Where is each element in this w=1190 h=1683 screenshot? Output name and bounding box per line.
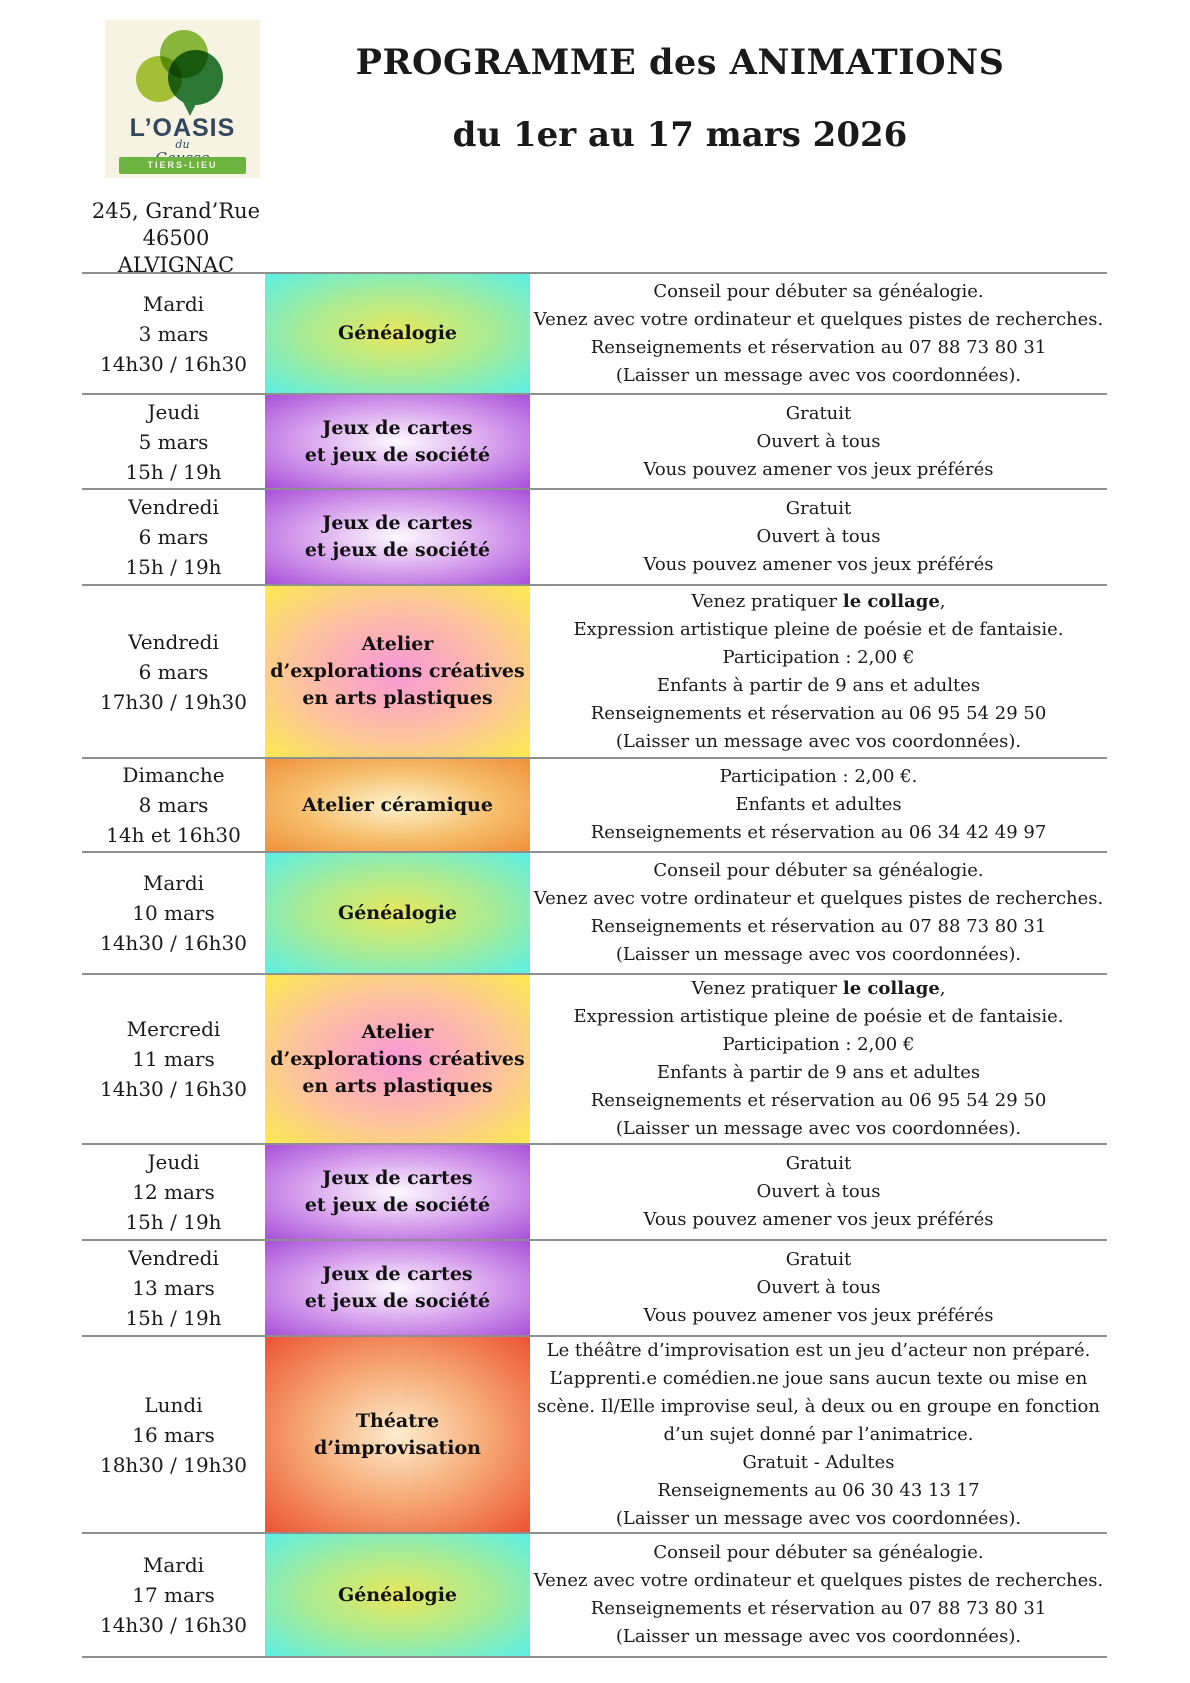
event-date: Lundi 16 mars 18h30 / 19h30 <box>99 1392 247 1477</box>
page-title: PROGRAMME des ANIMATIONS <box>355 42 1005 83</box>
event-description: Conseil pour débuter sa généalogie. Vene… <box>530 1534 1107 1656</box>
event-description-text: Expression artistique pleine de poésie e… <box>573 618 1064 752</box>
schedule-table: Mardi 3 mars 14h30 / 16h30 Généalogie Co… <box>82 272 1107 1658</box>
event-description-text: Gratuit Ouvert à tous Vous pouvez amener… <box>643 498 994 575</box>
event-date: Vendredi 6 mars 17h30 / 19h30 <box>99 629 247 714</box>
event-date: Mardi 17 mars 14h30 / 16h30 <box>99 1553 247 1637</box>
event-description: Venez pratiquer le collage, Expression ar… <box>530 586 1107 757</box>
table-row: Vendredi 13 mars 15h / 19h Jeux de carte… <box>82 1241 1107 1337</box>
event-description-text: Conseil pour débuter sa généalogie. Vene… <box>533 1542 1104 1647</box>
event-description: Gratuit Ouvert à tous Vous pouvez amener… <box>530 1241 1107 1335</box>
event-description-text: Gratuit Ouvert à tous Vous pouvez amener… <box>643 1249 994 1326</box>
logo-subtitle-du: du <box>175 138 190 151</box>
event-description: Gratuit Ouvert à tous Vous pouvez amener… <box>530 490 1107 584</box>
event-description-lead: Venez pratiquer le collage, <box>691 975 945 1003</box>
table-row: Mardi 3 mars 14h30 / 16h30 Généalogie Co… <box>82 274 1107 395</box>
event-date: Mardi 10 mars 14h30 / 16h30 <box>99 871 247 955</box>
event-date: Mardi 3 mars 14h30 / 16h30 <box>99 291 247 376</box>
event-description-text: Gratuit Ouvert à tous Vous pouvez amener… <box>643 402 994 480</box>
table-row: Lundi 16 mars 18h30 / 19h30 Théatre d’im… <box>82 1337 1107 1534</box>
event-description: Conseil pour débuter sa généalogie. Vene… <box>530 274 1107 393</box>
event-activity: Jeux de cartes et jeux de société <box>265 395 530 488</box>
event-date: Jeudi 5 mars 15h / 19h <box>125 399 222 484</box>
event-date: Vendredi 13 mars 15h / 19h <box>125 1246 222 1330</box>
table-row: Mardi 10 mars 14h30 / 16h30 Généalogie C… <box>82 853 1107 975</box>
event-description: Gratuit Ouvert à tous Vous pouvez amener… <box>530 395 1107 488</box>
tree-bubbles-icon <box>105 20 260 116</box>
event-activity: Atelier céramique <box>265 759 530 851</box>
event-activity: Généalogie <box>265 1534 530 1656</box>
header: PROGRAMME des ANIMATIONS du 1er au 17 ma… <box>340 42 1020 155</box>
event-description: Le théâtre d’improvisation est un jeu d’… <box>530 1337 1107 1532</box>
event-description: Participation : 2,00 €. Enfants et adult… <box>530 759 1107 851</box>
table-row: Jeudi 5 mars 15h / 19h Jeux de cartes et… <box>82 395 1107 490</box>
event-description-text: Participation : 2,00 €. Enfants et adult… <box>590 766 1047 843</box>
table-row: Jeudi 12 mars 15h / 19h Jeux de cartes e… <box>82 1145 1107 1241</box>
event-date: Dimanche 8 mars 14h et 16h30 <box>106 763 241 847</box>
lead-prefix: Venez pratiquer <box>691 590 843 612</box>
table-row: Vendredi 6 mars 17h30 / 19h30 Atelier d’… <box>82 586 1107 759</box>
lead-prefix: Venez pratiquer <box>691 978 843 999</box>
event-description-text: Le théâtre d’improvisation est un jeu d’… <box>537 1339 1100 1529</box>
bubble-tail-icon <box>183 102 197 116</box>
event-date: Mercredi 11 mars 14h30 / 16h30 <box>99 1017 247 1101</box>
event-activity: Jeux de cartes et jeux de société <box>265 1145 530 1239</box>
oasis-du-causse-logo: L’OASIS duCausse TIERS-LIEU <box>105 20 260 178</box>
lead-suffix: , <box>939 978 946 999</box>
table-row: Vendredi 6 mars 15h / 19h Jeux de cartes… <box>82 490 1107 586</box>
event-date: Vendredi 6 mars 15h / 19h <box>125 495 222 579</box>
event-activity: Généalogie <box>265 853 530 973</box>
event-activity: Généalogie <box>265 274 530 393</box>
event-description: Conseil pour débuter sa généalogie. Vene… <box>530 853 1107 973</box>
page-subtitle: du 1er au 17 mars 2026 <box>452 115 908 155</box>
event-activity: Théatre d’improvisation <box>265 1337 530 1532</box>
lead-bold: le collage <box>842 978 940 999</box>
event-activity: Jeux de cartes et jeux de société <box>265 490 530 584</box>
table-row: Mardi 17 mars 14h30 / 16h30 Généalogie C… <box>82 1534 1107 1658</box>
event-description-text: Conseil pour débuter sa généalogie. Vene… <box>533 860 1104 965</box>
logo-name: L’OASIS <box>129 114 236 142</box>
address: 245, Grand’Rue 46500 ALVIGNAC <box>91 199 261 277</box>
tree-bubble-icon <box>168 50 223 105</box>
logo-tagline-ribbon: TIERS-LIEU <box>119 157 246 174</box>
event-description-text: Conseil pour débuter sa généalogie. Vene… <box>533 280 1104 386</box>
event-date: Jeudi 12 mars 15h / 19h <box>125 1150 222 1234</box>
event-description: Gratuit Ouvert à tous Vous pouvez amener… <box>530 1145 1107 1239</box>
event-activity: Jeux de cartes et jeux de société <box>265 1241 530 1335</box>
lead-suffix: , <box>939 590 946 612</box>
lead-bold: le collage <box>842 590 940 612</box>
event-description-text: Gratuit Ouvert à tous Vous pouvez amener… <box>643 1153 994 1230</box>
event-description-text: Expression artistique pleine de poésie e… <box>573 1006 1064 1139</box>
table-row: Dimanche 8 mars 14h et 16h30 Atelier cér… <box>82 759 1107 853</box>
event-activity: Atelier d’explorations créatives en arts… <box>265 586 530 757</box>
event-activity: Atelier d’explorations créatives en arts… <box>265 975 530 1143</box>
table-row: Mercredi 11 mars 14h30 / 16h30 Atelier d… <box>82 975 1107 1145</box>
event-description-lead: Venez pratiquer le collage, <box>691 588 945 616</box>
event-description: Venez pratiquer le collage, Expression ar… <box>530 975 1107 1143</box>
